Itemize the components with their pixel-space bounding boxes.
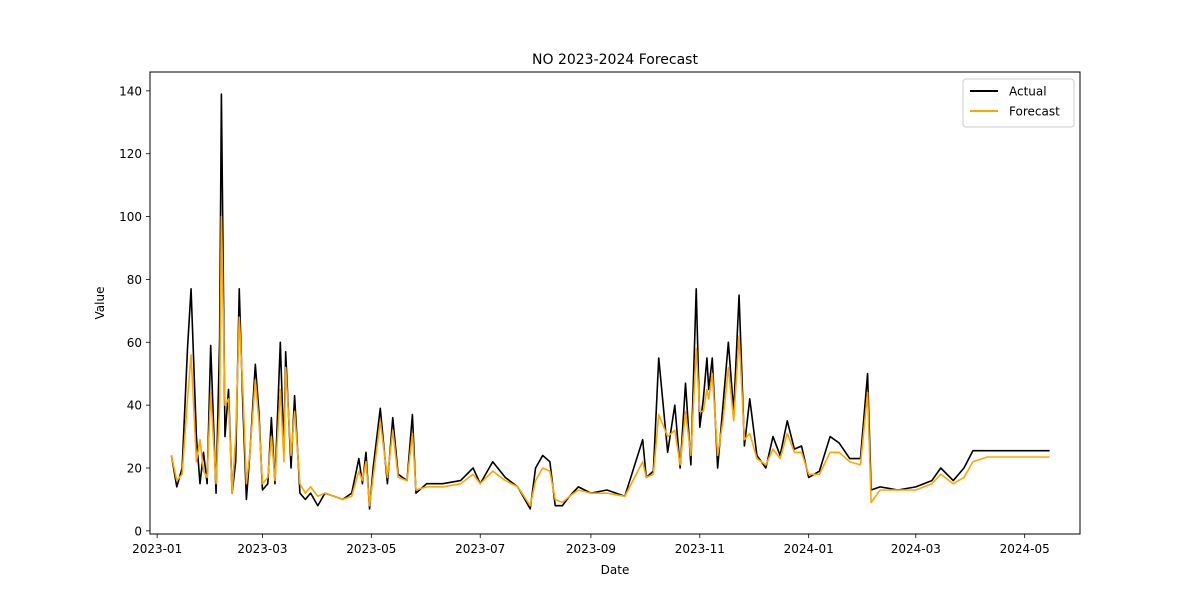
legend-label-actual: Actual: [1009, 85, 1047, 99]
plot-frame: [149, 71, 1081, 535]
x-tick-label: 2023-09: [566, 542, 616, 556]
y-axis-label: Value: [93, 287, 107, 320]
y-tick-label: 140: [119, 84, 142, 98]
x-axis: 2023-01 2023-03 2023-05 2023-07 2023-09 2023-…: [132, 534, 1050, 556]
legend-label-forecast: Forecast: [1009, 105, 1060, 119]
x-axis-label: Date: [601, 563, 630, 577]
y-tick-label: 100: [119, 210, 142, 224]
series-line-actual: [170, 93, 1050, 510]
x-tick-label: 2024-05: [1000, 542, 1050, 556]
y-tick-label: 40: [127, 399, 142, 413]
x-tick-label: 2023-05: [346, 542, 396, 556]
y-tick-label: 0: [134, 524, 142, 538]
y-tick-label: 60: [127, 336, 142, 350]
x-tick-label: 2023-07: [455, 542, 505, 556]
y-tick-label: 20: [127, 462, 142, 476]
x-tick-label: 2023-01: [132, 542, 182, 556]
chart-title: NO 2023-2024 Forecast: [532, 52, 698, 68]
y-axis: 0 20 40 60 80 100 120 140: [119, 84, 150, 538]
x-tick-label: 2023-03: [237, 542, 287, 556]
legend: Actual Forecast: [962, 78, 1075, 128]
plot-area: [170, 93, 1050, 510]
series-line-forecast: [170, 215, 1050, 507]
x-tick-label: 2024-01: [784, 542, 834, 556]
y-tick-label: 80: [127, 273, 142, 287]
y-tick-label: 120: [119, 147, 142, 161]
x-tick-label: 2024-03: [891, 542, 941, 556]
x-tick-label: 2023-11: [675, 542, 725, 556]
